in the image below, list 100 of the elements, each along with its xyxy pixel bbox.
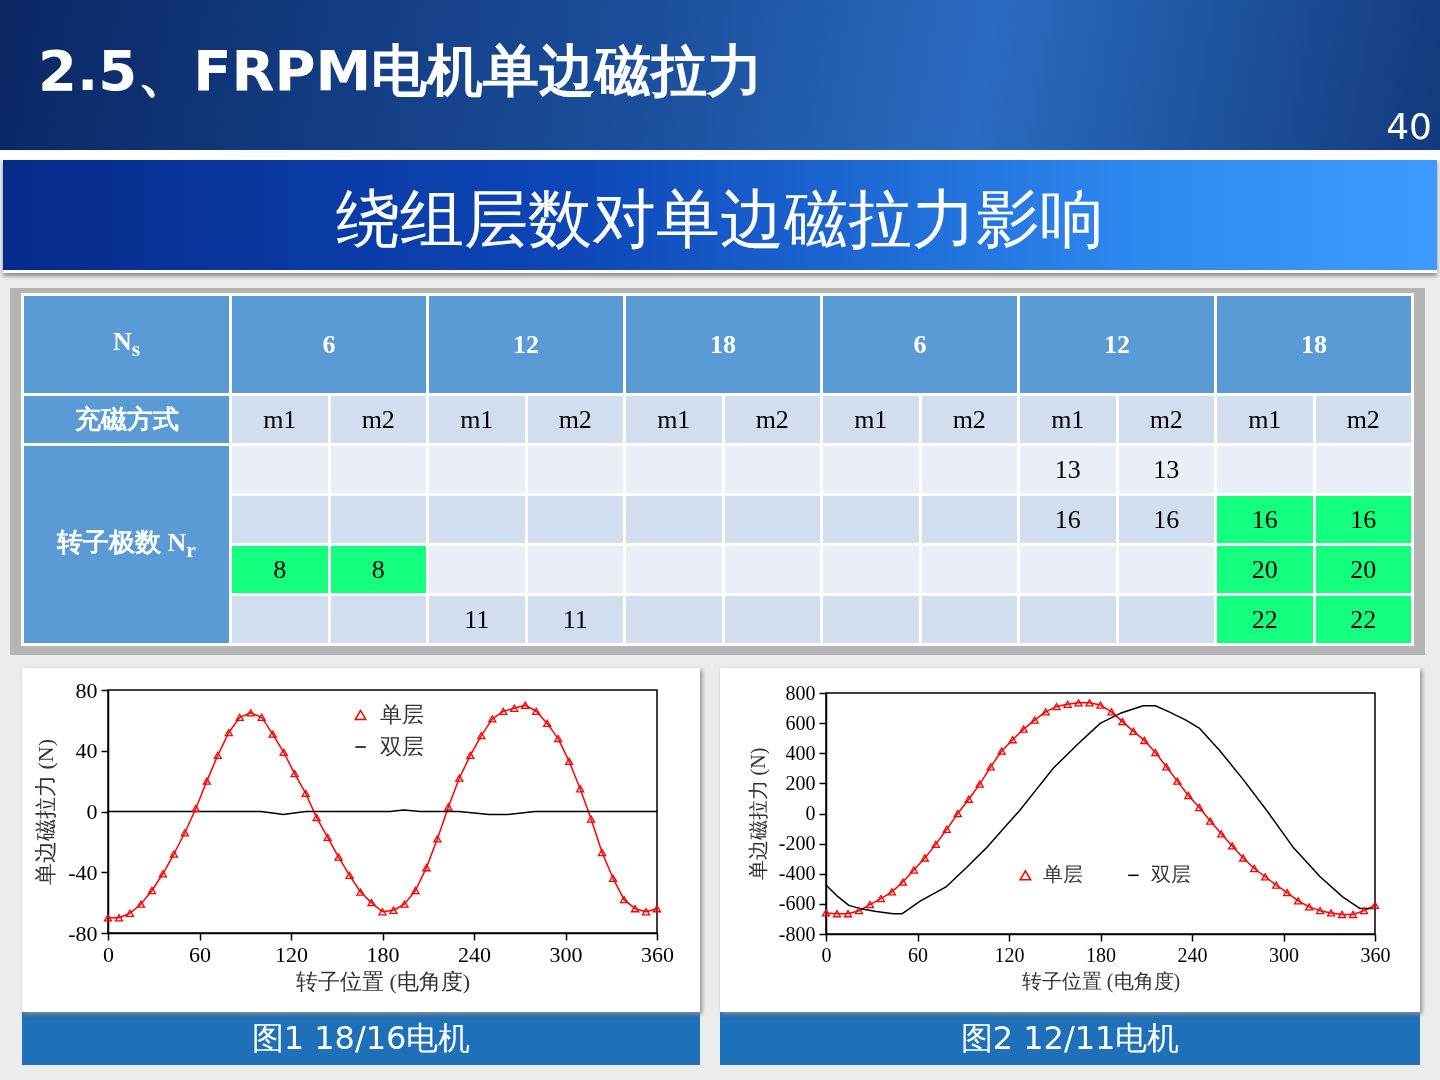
x-tick-label: 120: [994, 943, 1025, 966]
category-label: m2: [1118, 396, 1214, 443]
point: [1118, 717, 1127, 726]
point: [898, 878, 908, 886]
category-label: m2: [724, 396, 820, 443]
text: 12: [429, 296, 623, 393]
y-tick-label: -80: [68, 920, 98, 946]
point: [136, 900, 146, 908]
y-tick-label: 600: [785, 711, 816, 734]
point: [953, 809, 962, 818]
point: [1041, 708, 1050, 716]
point: [619, 895, 629, 904]
x-tick-label: 0: [103, 941, 114, 967]
point: [367, 898, 376, 907]
point: [997, 747, 1006, 755]
point: [1085, 699, 1094, 707]
point: [433, 835, 442, 843]
x-axis-title: 转子位置 (电角度): [295, 968, 471, 994]
y-axis-title: 单边磁拉力 (N): [33, 738, 59, 886]
x-tick-label: 180: [1086, 943, 1116, 966]
x-tick-label: 300: [1269, 943, 1299, 966]
point: [1282, 888, 1292, 897]
point: [521, 701, 530, 709]
point: [268, 730, 277, 738]
point: [1337, 910, 1347, 919]
text: 6: [232, 296, 426, 393]
point: [158, 870, 168, 878]
point: [942, 825, 951, 834]
point: [1052, 702, 1061, 711]
x-tick-label: 60: [908, 943, 928, 966]
category-label: m1: [626, 396, 722, 443]
x-tick-label: 300: [549, 941, 583, 967]
point: [630, 904, 640, 913]
y-tick-label: 800: [785, 681, 816, 704]
point: [345, 871, 354, 879]
point: [821, 909, 831, 917]
caption: 图2 12/11电机: [720, 1012, 1420, 1065]
point: [378, 908, 387, 916]
point: [586, 815, 596, 823]
point: [389, 906, 398, 914]
category-label: m2: [527, 396, 623, 443]
point: [543, 719, 552, 728]
text: 16: [1153, 504, 1180, 534]
point: [1261, 873, 1270, 881]
point: [553, 734, 563, 743]
point: [1239, 854, 1248, 862]
point: [1063, 700, 1072, 709]
point: [1008, 735, 1017, 744]
x-tick-label: 0: [821, 943, 832, 966]
point: [477, 731, 486, 740]
point: [103, 914, 113, 922]
point: [986, 763, 995, 771]
text: 20: [1251, 554, 1278, 584]
point: [169, 850, 179, 858]
point: [213, 751, 222, 760]
point: [608, 874, 618, 883]
point: [1019, 725, 1028, 733]
point: [1326, 909, 1336, 917]
point: [975, 780, 984, 788]
point: [854, 906, 864, 915]
text: 22: [1350, 604, 1377, 634]
x-tick-label: 120: [275, 941, 308, 967]
point: [1195, 803, 1204, 812]
point: [488, 715, 497, 723]
point: [1140, 736, 1149, 745]
point: [224, 728, 233, 737]
text: 18: [626, 296, 820, 393]
point: [1074, 699, 1083, 707]
text: 22: [1251, 604, 1278, 634]
point: [575, 785, 585, 793]
category-label: m2: [1315, 396, 1411, 443]
x-tick-label: 240: [458, 941, 491, 967]
point: [1315, 906, 1325, 915]
point: [564, 757, 574, 766]
x-tick-label: 180: [366, 941, 400, 967]
point: [257, 713, 266, 722]
point: [1271, 881, 1281, 889]
point: [1304, 903, 1314, 911]
point: [411, 886, 420, 895]
text: 6: [823, 296, 1017, 393]
point: [1228, 842, 1237, 850]
text: 40: [1386, 106, 1432, 147]
point: [1370, 901, 1380, 910]
text: 绕组层数对单边磁拉力影响: [335, 181, 1105, 258]
point: [832, 909, 842, 918]
point: [202, 777, 212, 785]
point: [246, 709, 255, 717]
category-label: m1: [1020, 396, 1116, 443]
point: [964, 795, 973, 803]
point: [1184, 791, 1193, 800]
x-axis-title: 转子位置 (电角度): [1021, 969, 1181, 993]
point: [887, 888, 897, 896]
x-tick-label: 60: [189, 941, 211, 967]
text: 11: [562, 604, 588, 634]
point: [1030, 716, 1039, 724]
text: 16: [1054, 504, 1081, 534]
text: 充磁方式: [24, 396, 229, 443]
text: 11: [464, 604, 490, 634]
point: [1162, 763, 1171, 771]
point: [1293, 897, 1303, 905]
